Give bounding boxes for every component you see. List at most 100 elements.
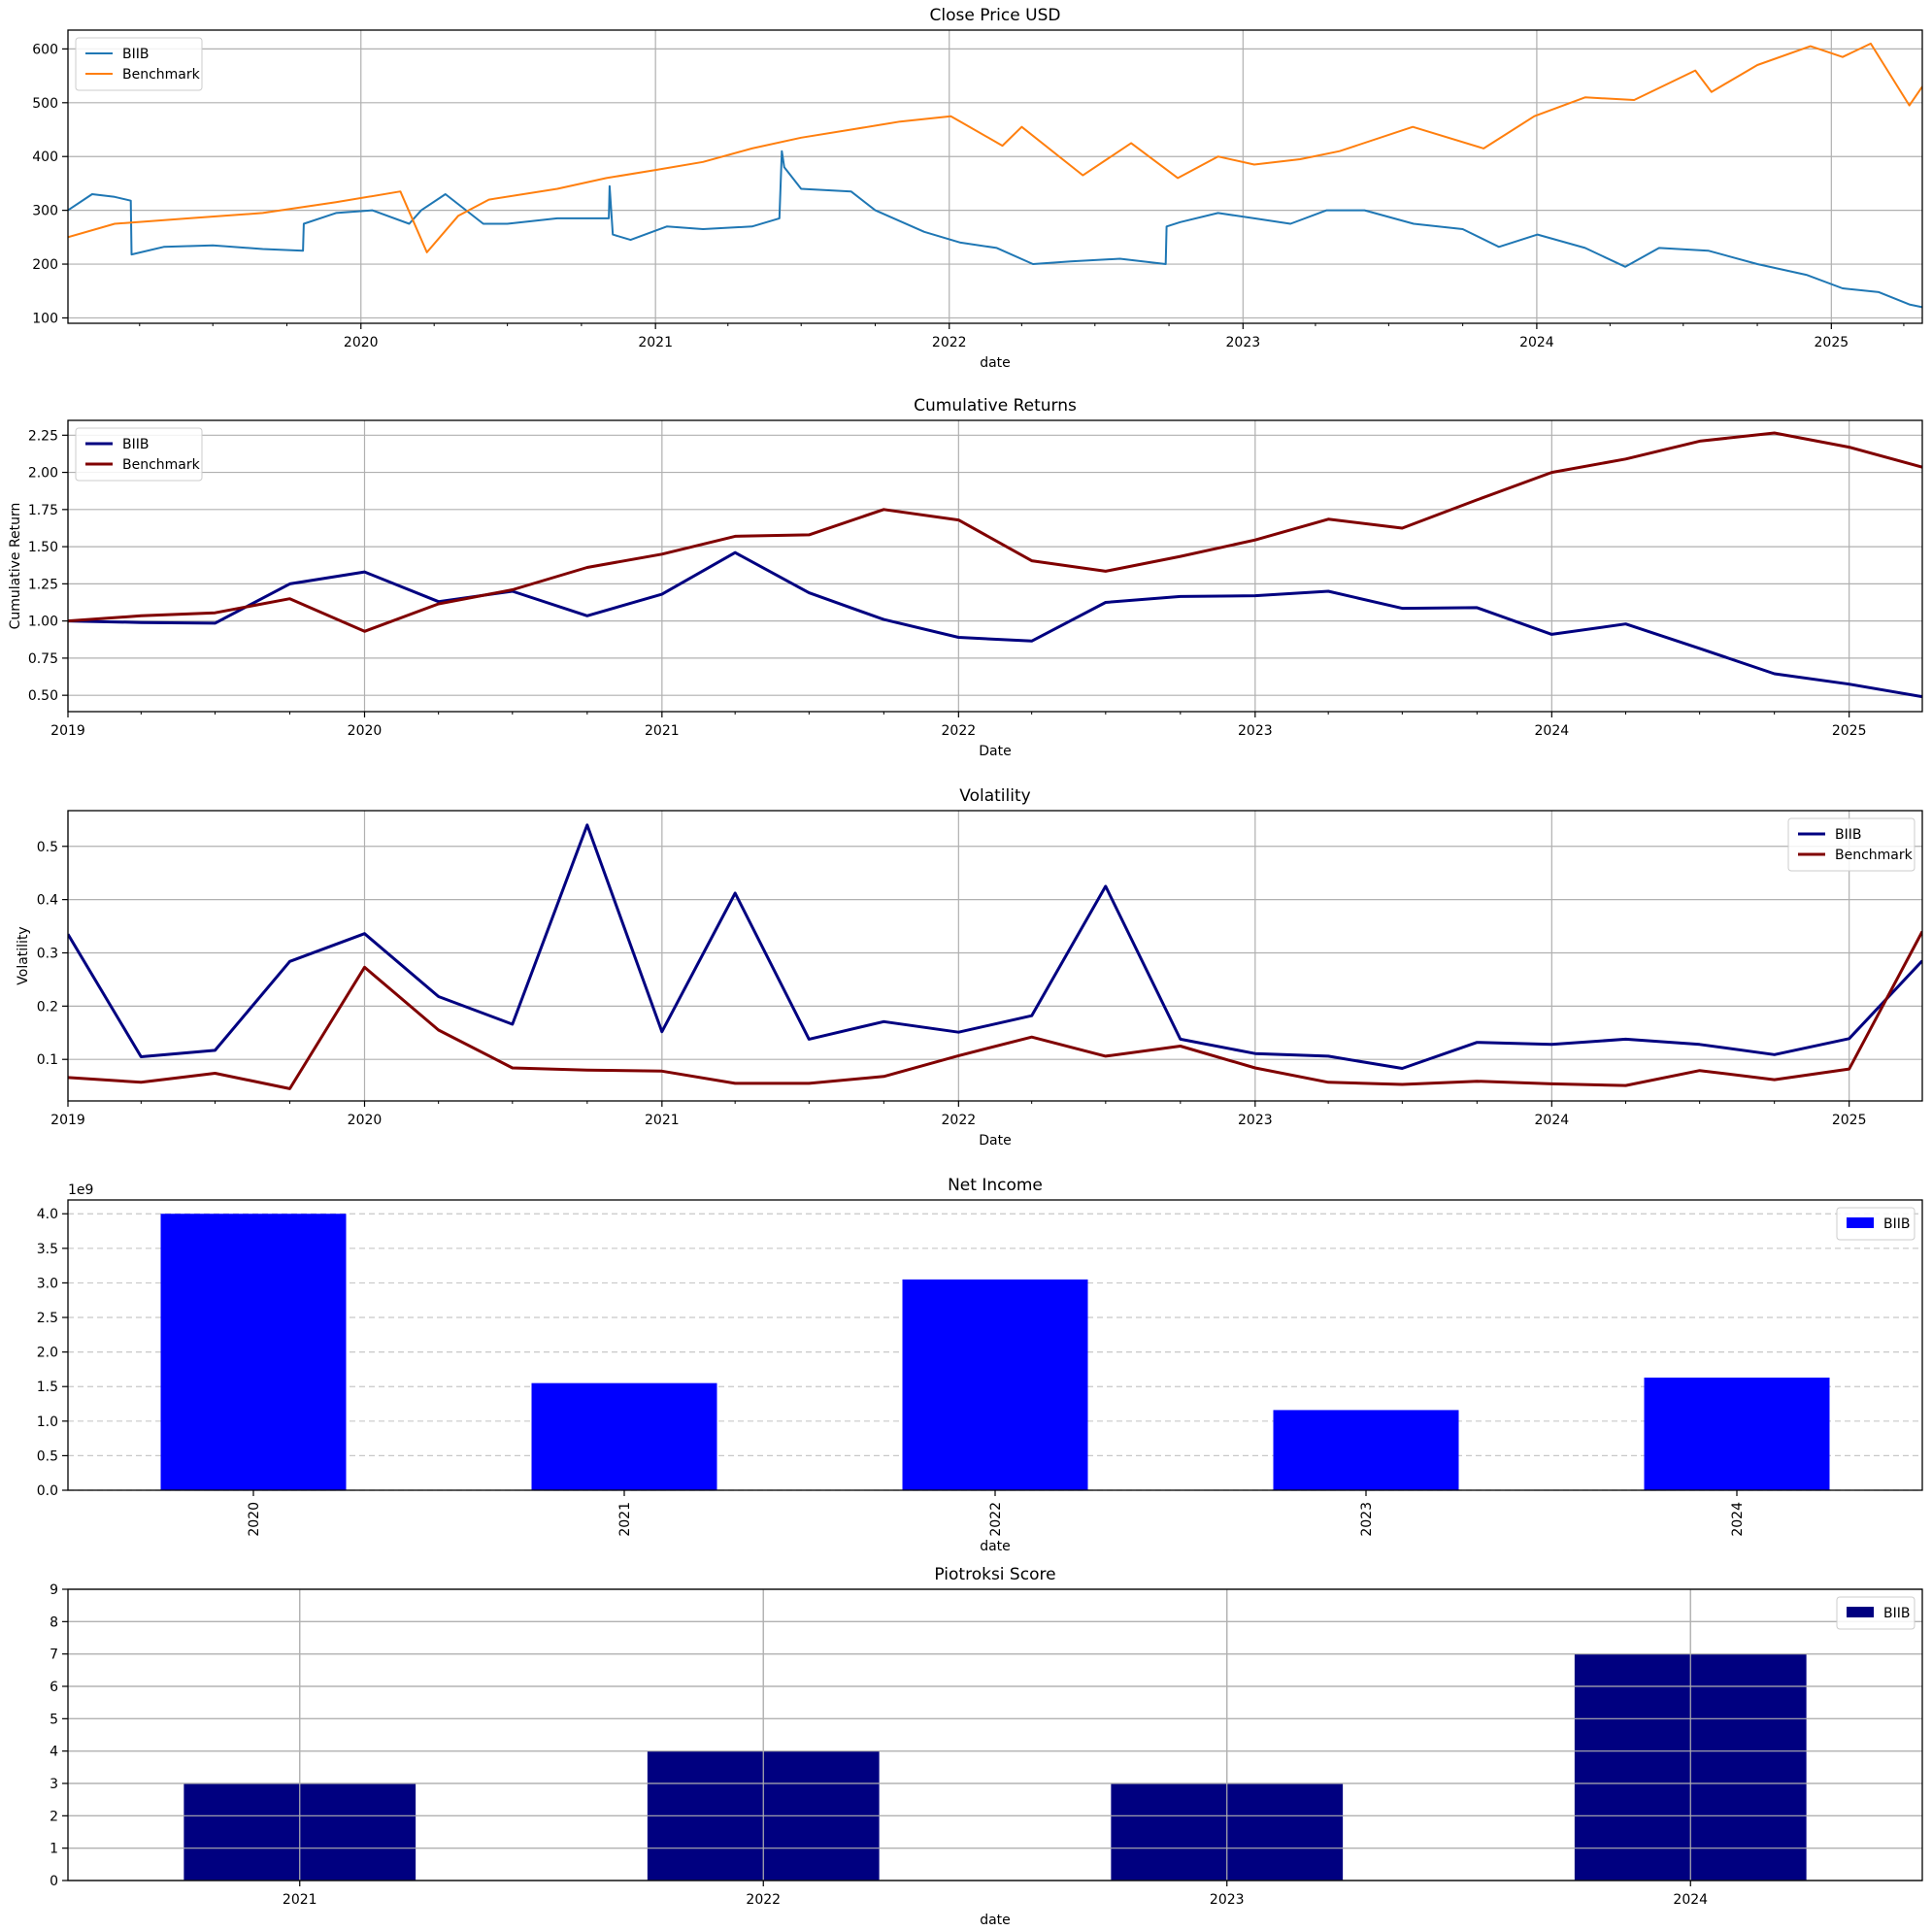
y-axis: 0 1 2 3 4 5 6 7 8 9 xyxy=(50,1582,68,1889)
x-tick-label: 2024 xyxy=(1673,1892,1708,1908)
x-axis: 2020 2021 2022 2023 2024 2025 xyxy=(139,323,1905,350)
y-tick-label: 500 xyxy=(32,96,58,112)
y-tick-label: 1.5 xyxy=(37,1380,58,1395)
y-tick-label: 100 xyxy=(32,311,58,326)
x-tick-label: 2023 xyxy=(1359,1502,1375,1537)
legend: BIIB Benchmark xyxy=(75,427,203,482)
x-axis: 2021 2022 2023 2024 xyxy=(283,1881,1708,1908)
x-tick-label: 2025 xyxy=(1815,335,1849,350)
x-tick-label: 2024 xyxy=(1519,335,1554,350)
x-tick-label: 2025 xyxy=(1832,1113,1867,1128)
x-axis-label: Date xyxy=(979,744,1011,759)
y-tick-label: 9 xyxy=(50,1582,58,1598)
legend-swatch xyxy=(1847,1607,1874,1617)
chart-title: Net Income xyxy=(948,1176,1043,1195)
legend-label: Benchmark xyxy=(1835,848,1914,863)
series-line-biib xyxy=(68,550,1922,699)
x-tick-label: 2022 xyxy=(746,1892,781,1908)
y-offset-label: 1e9 xyxy=(68,1182,93,1198)
y-tick-label: 0.75 xyxy=(28,651,58,667)
x-tick-label: 2023 xyxy=(1238,723,1273,739)
x-tick-label: 2019 xyxy=(50,1113,85,1128)
y-tick-label: 0.50 xyxy=(28,688,58,704)
chart-panel-3: Volatility 0.1 0.2 0.3 0.4 0.5 2019 2020 2021 202… xyxy=(16,786,1923,1149)
legend-box xyxy=(1836,1596,1915,1630)
x-tick-label: 2021 xyxy=(638,335,673,350)
y-tick-label: 3 xyxy=(50,1777,58,1792)
y-tick-label: 5 xyxy=(50,1712,58,1727)
series-line-benchmark xyxy=(68,42,1922,253)
gridlines xyxy=(67,811,1922,1101)
x-tick-label: 2020 xyxy=(344,335,379,350)
y-tick-label: 3.5 xyxy=(37,1242,58,1257)
plot-frame xyxy=(67,419,1923,713)
legend-label: BIIB xyxy=(122,437,149,452)
y-axis: 0.0 0.5 1.0 1.5 2.0 2.5 3.0 3.5 4.0 xyxy=(37,1207,68,1499)
x-tick-label: 2023 xyxy=(1238,1113,1273,1128)
y-axis-label: Cumulative Return xyxy=(8,503,23,630)
x-axis: 2019 2020 2021 2022 2023 2024 2025 xyxy=(50,1101,1866,1128)
chart-title: Piotroksi Score xyxy=(934,1565,1055,1584)
x-tick-label: 2022 xyxy=(932,335,967,350)
x-tick-label: 2022 xyxy=(942,723,977,739)
x-tick-label: 2019 xyxy=(50,723,85,739)
series-line-biib xyxy=(68,150,1922,309)
y-tick-label: 0.5 xyxy=(37,1448,58,1464)
y-tick-label: 0.4 xyxy=(37,893,58,909)
y-tick-label: 2.25 xyxy=(28,428,58,444)
y-tick-label: 8 xyxy=(50,1615,58,1630)
series-line-benchmark xyxy=(68,930,1922,1090)
y-tick-label: 0 xyxy=(50,1874,58,1889)
chart-panel-4: Net Income 0.0 0.5 1.0 1.5 2.0 2.5 3.0 3.5 4.0 202… xyxy=(37,1176,1923,1554)
y-tick-label: 1.00 xyxy=(28,615,58,630)
y-tick-label: 300 xyxy=(32,204,58,219)
y-tick-label: 2.5 xyxy=(37,1311,58,1326)
x-tick-label: 2020 xyxy=(247,1502,262,1537)
y-tick-label: 3.0 xyxy=(37,1276,58,1291)
legend-label: BIIB xyxy=(122,47,149,62)
y-tick-label: 7 xyxy=(50,1648,58,1663)
y-tick-label: 0.1 xyxy=(37,1052,58,1068)
legend-swatch xyxy=(1847,1217,1874,1228)
legend-box xyxy=(1787,817,1915,872)
x-axis-label: date xyxy=(980,355,1011,371)
y-tick-label: 200 xyxy=(32,257,58,273)
y-tick-label: 2.00 xyxy=(28,466,58,482)
bar-2022 xyxy=(902,1279,1088,1490)
bar-2020 xyxy=(160,1214,347,1490)
x-tick-label: 2023 xyxy=(1226,335,1261,350)
gridlines xyxy=(68,30,1922,323)
y-tick-label: 0.3 xyxy=(37,946,58,961)
x-tick-label: 2021 xyxy=(645,723,680,739)
y-tick-label: 4 xyxy=(50,1745,58,1760)
gridlines xyxy=(67,420,1922,712)
y-tick-label: 2 xyxy=(50,1809,58,1824)
y-tick-label: 1.0 xyxy=(37,1415,58,1430)
y-tick-label: 1 xyxy=(50,1842,58,1857)
y-tick-label: 600 xyxy=(32,42,58,57)
y-tick-label: 0.2 xyxy=(37,999,58,1015)
x-axis-label: date xyxy=(980,1913,1011,1928)
y-tick-label: 1.50 xyxy=(28,540,58,555)
chart-title: Close Price USD xyxy=(930,6,1061,25)
y-tick-label: 4.0 xyxy=(37,1207,58,1222)
chart-panel-2: Cumulative Returns 0.50 0.75 1.00 1.25 1.50 1.… xyxy=(8,396,1923,759)
x-tick-label: 2022 xyxy=(988,1502,1004,1537)
legend-label: BIIB xyxy=(1835,827,1861,843)
legend-box xyxy=(1836,1207,1915,1241)
chart-title: Volatility xyxy=(959,786,1030,806)
legend: BIIB Benchmark xyxy=(1787,817,1915,872)
y-tick-label: 6 xyxy=(50,1680,58,1695)
x-tick-label: 2024 xyxy=(1730,1502,1746,1537)
legend-label: BIIB xyxy=(1883,1216,1910,1232)
chart-title: Cumulative Returns xyxy=(914,396,1077,416)
x-axis-label: date xyxy=(980,1539,1011,1554)
plot-frame xyxy=(67,29,1923,324)
y-tick-label: 1.25 xyxy=(28,577,58,592)
series-line-benchmark xyxy=(68,431,1922,633)
x-tick-label: 2025 xyxy=(1832,723,1867,739)
x-tick-label: 2023 xyxy=(1210,1892,1245,1908)
x-tick-label: 2022 xyxy=(942,1113,977,1128)
